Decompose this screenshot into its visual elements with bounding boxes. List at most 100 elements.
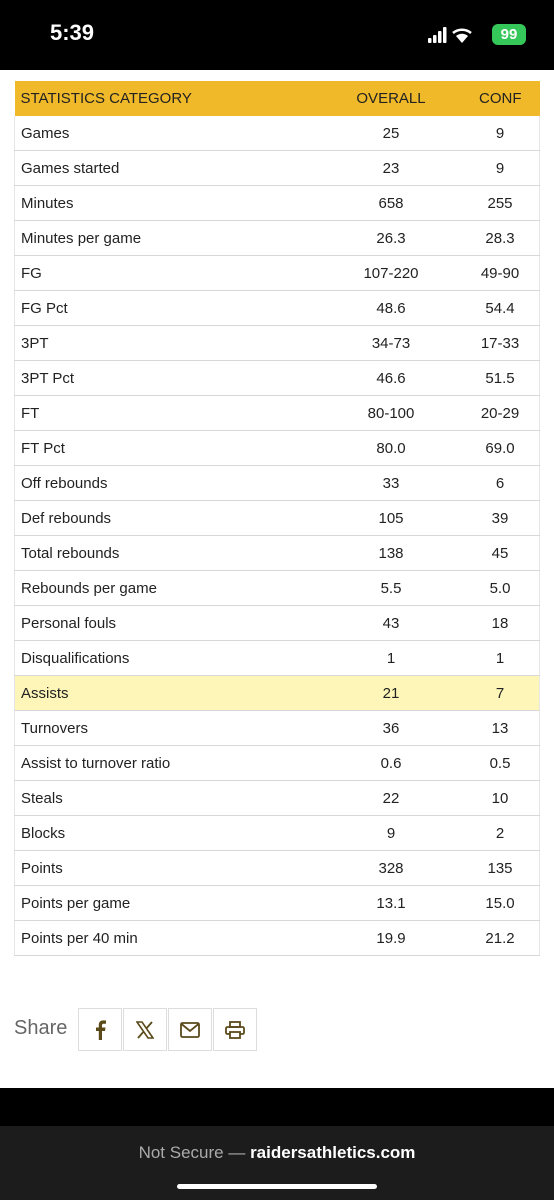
column-header: OVERALL (321, 81, 461, 116)
stat-row: 3PT 34-73 17-33 (14, 325, 540, 361)
x-button[interactable] (123, 1008, 167, 1051)
url-text: Not Secure — raidersathletics.com (0, 1143, 554, 1163)
conf-cell: 13 (461, 710, 540, 746)
overall-cell: 138 (321, 535, 461, 571)
conf-cell: 18 (461, 605, 540, 641)
overall-cell: 21 (321, 675, 461, 711)
category-cell: 3PT Pct (14, 360, 321, 396)
category-cell: Def rebounds (14, 500, 321, 536)
conf-cell: 69.0 (461, 430, 540, 466)
category-cell: 3PT (14, 325, 321, 361)
conf-cell: 20-29 (461, 395, 540, 431)
category-cell: Rebounds per game (14, 570, 321, 606)
share-label: Share (14, 1017, 68, 1039)
overall-cell: 26.3 (321, 220, 461, 256)
signal-wifi (428, 27, 472, 43)
conf-cell: 5.0 (461, 570, 540, 606)
conf-cell: 21.2 (461, 920, 540, 956)
category-cell: Points per game (14, 885, 321, 921)
stat-row: Minutes per game 26.3 28.3 (14, 220, 540, 256)
conf-cell: 255 (461, 185, 540, 221)
conf-cell: 49-90 (461, 255, 540, 291)
stats-table: STATISTICS CATEGORY OVERALL CONF Games 25 9 G… (14, 81, 540, 956)
stat-row: Games started 23 9 (14, 150, 540, 186)
category-cell: Blocks (14, 815, 321, 851)
email-icon (180, 1021, 200, 1038)
overall-cell: 328 (321, 850, 461, 886)
stat-row: Steals 22 10 (14, 780, 540, 816)
stat-row: FT Pct 80.0 69.0 (14, 430, 540, 466)
conf-cell: 54.4 (461, 290, 540, 326)
column-header: STATISTICS CATEGORY (14, 81, 321, 116)
overall-cell: 105 (321, 500, 461, 536)
overall-cell: 48.6 (321, 290, 461, 326)
stat-row: Points per game 13.1 15.0 (14, 885, 540, 921)
conf-cell: 51.5 (461, 360, 540, 396)
overall-cell: 0.6 (321, 745, 461, 781)
category-cell: Points (14, 850, 321, 886)
stat-row: Total rebounds 138 45 (14, 535, 540, 571)
stat-row: Personal fouls 43 18 (14, 605, 540, 641)
overall-cell: 5.5 (321, 570, 461, 606)
overall-cell: 80.0 (321, 430, 461, 466)
print-icon (225, 1020, 245, 1039)
conf-cell: 15.0 (461, 885, 540, 921)
category-cell: Assist to turnover ratio (14, 745, 321, 781)
category-cell: Turnovers (14, 710, 321, 746)
stat-row: Def rebounds 105 39 (14, 500, 540, 536)
overall-cell: 46.6 (321, 360, 461, 396)
conf-cell: 9 (461, 116, 540, 151)
conf-cell: 10 (461, 780, 540, 816)
stat-row: Blocks 9 2 (14, 815, 540, 851)
category-cell: Personal fouls (14, 605, 321, 641)
stat-row: Assists 21 7 (14, 675, 540, 711)
overall-cell: 33 (321, 465, 461, 501)
table-body: Games 25 9 Games started 23 9 Minutes 658 255 Min… (14, 116, 540, 956)
conf-cell: 0.5 (461, 745, 540, 781)
category-cell: Minutes (14, 185, 321, 221)
category-cell: Disqualifications (14, 640, 321, 676)
conf-cell: 9 (461, 150, 540, 186)
category-cell: Total rebounds (14, 535, 321, 571)
stat-row: FG Pct 48.6 54.4 (14, 290, 540, 326)
print-button[interactable] (213, 1008, 257, 1051)
email-button[interactable] (168, 1008, 212, 1051)
category-cell: FG (14, 255, 321, 291)
facebook-button[interactable] (78, 1008, 122, 1051)
overall-cell: 23 (321, 150, 461, 186)
conf-cell: 2 (461, 815, 540, 851)
browser-toolbar (0, 1088, 554, 1126)
conf-cell: 7 (461, 675, 540, 711)
category-cell: Games started (14, 150, 321, 186)
category-cell: Minutes per game (14, 220, 321, 256)
stat-row: Points per 40 min 19.9 21.2 (14, 920, 540, 956)
conf-cell: 39 (461, 500, 540, 536)
conf-cell: 17-33 (461, 325, 540, 361)
category-cell: FG Pct (14, 290, 321, 326)
category-cell: Assists (14, 675, 321, 711)
overall-cell: 658 (321, 185, 461, 221)
stat-row: Assist to turnover ratio 0.6 0.5 (14, 745, 540, 781)
stat-row: Minutes 658 255 (14, 185, 540, 221)
category-cell: Steals (14, 780, 321, 816)
category-cell: FT Pct (14, 430, 321, 466)
overall-cell: 9 (321, 815, 461, 851)
overall-cell: 1 (321, 640, 461, 676)
stat-row: Rebounds per game 5.5 5.0 (14, 570, 540, 606)
security-label: Not Secure — (138, 1143, 246, 1162)
stat-row: Turnovers 36 13 (14, 710, 540, 746)
home-indicator (177, 1184, 377, 1189)
status-bar: 5:39 99 (0, 0, 554, 70)
stat-row: Off rebounds 33 6 (14, 465, 540, 501)
conf-cell: 1 (461, 640, 540, 676)
conf-cell: 28.3 (461, 220, 540, 256)
overall-cell: 22 (321, 780, 461, 816)
x-icon (136, 1020, 154, 1039)
clock: 5:39 (50, 20, 95, 45)
column-header: CONF (461, 81, 540, 116)
header-row: STATISTICS CATEGORY OVERALL CONF (14, 81, 540, 116)
stat-row: Points 328 135 (14, 850, 540, 886)
conf-cell: 6 (461, 465, 540, 501)
stat-row: Games 25 9 (14, 116, 540, 151)
